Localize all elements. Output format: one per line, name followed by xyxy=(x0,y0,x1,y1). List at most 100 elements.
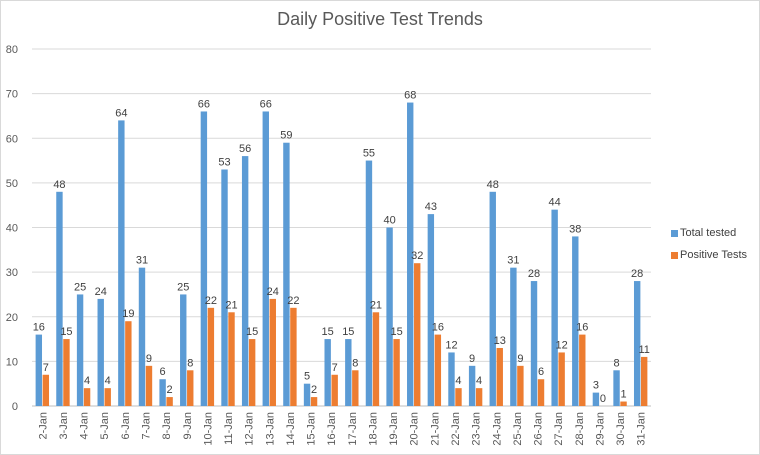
data-label: 15 xyxy=(246,326,258,338)
data-label: 0 xyxy=(600,393,606,405)
bar xyxy=(345,339,352,406)
data-label: 12 xyxy=(556,339,568,351)
bar xyxy=(166,397,173,406)
x-tick-label: 30-Jan xyxy=(615,412,627,446)
bar xyxy=(386,227,393,406)
data-label: 55 xyxy=(363,148,375,160)
data-label: 12 xyxy=(445,339,457,351)
data-label: 8 xyxy=(352,357,358,369)
y-tick-label: 80 xyxy=(6,44,18,56)
x-tick-label: 21-Jan xyxy=(429,412,441,446)
data-label: 22 xyxy=(205,295,217,307)
bar xyxy=(228,312,235,406)
data-label: 6 xyxy=(538,366,544,378)
bar xyxy=(118,120,125,407)
bar xyxy=(551,209,558,406)
x-tick-label: 18-Jan xyxy=(367,412,379,446)
bar xyxy=(180,294,187,406)
bar xyxy=(159,379,166,406)
bar xyxy=(241,156,249,406)
legend-label: Positive Tests xyxy=(680,249,748,261)
bar xyxy=(97,298,104,406)
data-label: 48 xyxy=(487,179,499,191)
x-tick-label: 5-Jan xyxy=(99,412,111,440)
data-label: 21 xyxy=(370,299,382,311)
x-tick-label: 4-Jan xyxy=(79,412,91,440)
x-tick-label: 16-Jan xyxy=(326,412,338,446)
data-label: 66 xyxy=(260,98,272,110)
bar xyxy=(414,263,421,406)
bar xyxy=(35,334,43,406)
x-tick-label: 11-Jan xyxy=(223,412,235,445)
bar xyxy=(517,365,524,406)
data-label: 15 xyxy=(60,326,72,338)
data-label: 15 xyxy=(342,326,354,338)
x-tick-label: 7-Jan xyxy=(140,412,152,440)
bar xyxy=(475,388,483,406)
x-tick-label: 10-Jan xyxy=(202,412,214,446)
bar xyxy=(365,160,373,406)
bar xyxy=(303,383,311,406)
data-label: 44 xyxy=(549,197,561,209)
data-label: 1 xyxy=(620,389,626,401)
data-label: 16 xyxy=(432,322,444,334)
data-label: 7 xyxy=(332,362,338,374)
data-label: 28 xyxy=(528,268,540,280)
legend-label: Total tested xyxy=(680,227,737,239)
data-label: 43 xyxy=(425,201,437,213)
bar xyxy=(331,374,338,406)
bar xyxy=(572,236,579,406)
bar xyxy=(640,356,648,406)
y-tick-label: 60 xyxy=(6,133,18,145)
bar xyxy=(324,339,331,406)
y-tick-label: 70 xyxy=(6,89,18,101)
data-label: 9 xyxy=(146,353,152,365)
data-label: 2 xyxy=(167,384,173,396)
bar xyxy=(187,370,194,406)
x-tick-label: 9-Jan xyxy=(182,412,194,440)
x-tick-label: 13-Jan xyxy=(264,412,276,446)
data-label: 16 xyxy=(33,322,45,334)
bar xyxy=(83,388,91,406)
data-label: 16 xyxy=(576,322,588,334)
data-label: 31 xyxy=(136,255,148,267)
x-tick-label: 15-Jan xyxy=(306,412,318,446)
data-label: 31 xyxy=(507,255,519,267)
bar xyxy=(633,281,641,406)
bar xyxy=(104,388,111,406)
bar xyxy=(262,111,269,406)
data-label: 19 xyxy=(122,308,134,320)
data-label: 48 xyxy=(53,179,65,191)
bar xyxy=(530,281,538,406)
bar xyxy=(592,392,600,406)
data-label: 9 xyxy=(517,353,523,365)
data-label: 25 xyxy=(74,281,86,293)
y-tick-label: 0 xyxy=(12,401,18,413)
chart-title: Daily Positive Test Trends xyxy=(277,9,483,29)
x-tick-label: 3-Jan xyxy=(58,412,70,440)
data-label: 24 xyxy=(95,286,107,298)
x-tick-label: 27-Jan xyxy=(553,412,565,446)
bar xyxy=(248,339,256,406)
data-label: 4 xyxy=(105,375,111,387)
x-tick-label: 14-Jan xyxy=(285,412,297,446)
bar xyxy=(407,102,414,407)
bar xyxy=(76,294,84,406)
bar xyxy=(448,352,455,406)
legend-swatch xyxy=(671,252,678,259)
data-label: 53 xyxy=(218,156,230,168)
bar xyxy=(620,401,627,406)
y-tick-label: 40 xyxy=(6,223,18,235)
data-label: 11 xyxy=(638,344,649,356)
data-label: 4 xyxy=(84,375,90,387)
bar xyxy=(558,352,565,406)
data-label: 3 xyxy=(593,380,599,392)
data-label: 25 xyxy=(177,281,189,293)
data-label: 6 xyxy=(160,366,166,378)
bar xyxy=(537,379,545,406)
bar xyxy=(207,307,215,406)
bar xyxy=(283,142,290,406)
x-tick-label: 2-Jan xyxy=(37,412,49,440)
x-tick-label: 22-Jan xyxy=(450,412,462,446)
